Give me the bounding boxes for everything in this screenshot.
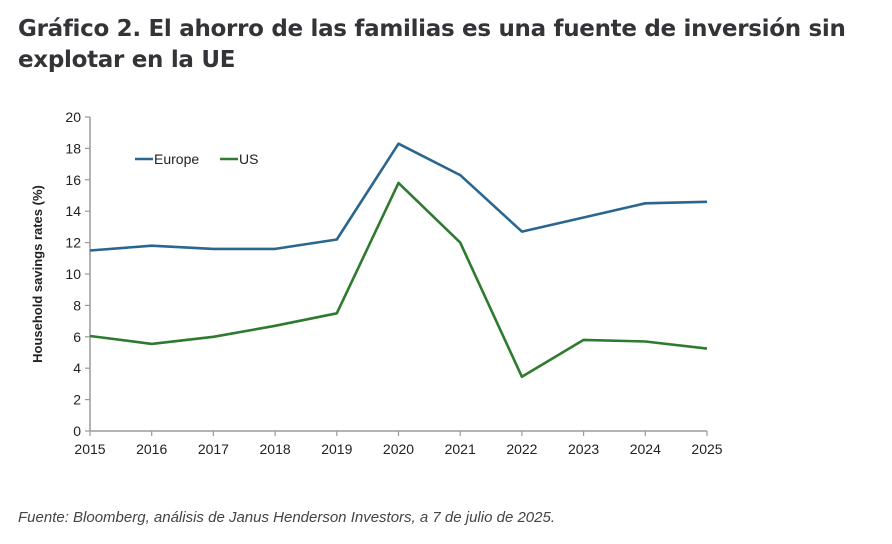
legend-label: Europe: [154, 151, 199, 167]
series-lines: [89, 142, 708, 379]
x-tick-label: 2016: [136, 441, 167, 457]
x-tick-label: 2019: [321, 441, 352, 457]
x-tick-label: 2022: [506, 441, 537, 457]
x-tick-label: 2020: [383, 441, 414, 457]
y-tick-label: 18: [65, 140, 81, 156]
x-tick-label: 2023: [568, 441, 599, 457]
y-axis-label: Household savings rates (%): [30, 185, 45, 363]
y-tick-label: 4: [73, 360, 81, 376]
x-tick-label: 2018: [260, 441, 291, 457]
chart-title: Gráfico 2. El ahorro de las familias es …: [18, 16, 846, 73]
x-tick-label: 2017: [198, 441, 229, 457]
line-chart: 0 2 4 6 8 10 12 14 16 18 20 2015 2016 2017 2018 2019 202…: [30, 109, 723, 457]
series-line-europe: [89, 142, 708, 252]
series-line-us: [89, 181, 708, 379]
legend-label: US: [239, 151, 258, 167]
y-tick-label: 16: [65, 172, 81, 188]
axes: 0 2 4 6 8 10 12 14 16 18 20 2015 2016 2017 2018 2019 202…: [65, 109, 722, 457]
y-tick-label: 2: [73, 392, 81, 408]
legend-item-europe: Europe: [135, 151, 199, 167]
x-tick-label: 2015: [74, 441, 105, 457]
y-tick-label: 12: [65, 235, 81, 251]
y-tick-label: 14: [65, 203, 81, 219]
x-tick-label: 2021: [445, 441, 476, 457]
y-tick-label: 0: [73, 423, 81, 439]
y-tick-label: 6: [73, 329, 81, 345]
legend-item-us: US: [220, 151, 258, 167]
y-tick-label: 8: [73, 297, 81, 313]
source-note: Fuente: Bloomberg, análisis de Janus Hen…: [18, 509, 555, 526]
x-tick-label: 2025: [691, 441, 722, 457]
y-tick-label: 20: [65, 109, 81, 125]
x-tick-label: 2024: [630, 441, 661, 457]
legend: Europe US: [135, 151, 258, 167]
y-tick-label: 10: [65, 266, 81, 282]
